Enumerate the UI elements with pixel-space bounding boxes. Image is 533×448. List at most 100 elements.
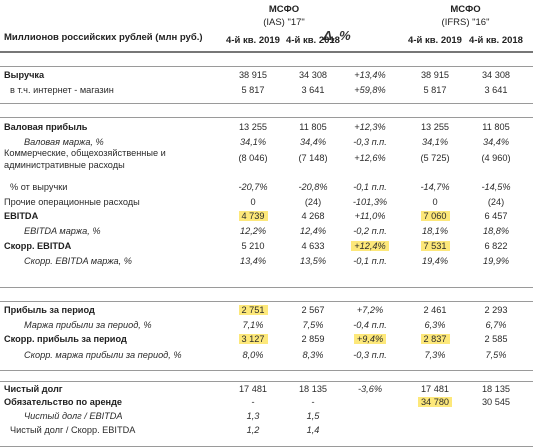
cell-ifrs-2018: 6,7% bbox=[466, 320, 526, 331]
cell-value: (7 148) bbox=[298, 153, 328, 163]
cell-value: -0,1 п.п. bbox=[353, 182, 387, 192]
cell-value: 4 739 bbox=[238, 211, 268, 221]
row-label: Валовая маржа, % bbox=[24, 137, 104, 147]
row-label: EBITDA маржа, % bbox=[24, 226, 101, 236]
cell-ifrs-2018: -14,5% bbox=[466, 182, 526, 193]
cell-value: 19,9% bbox=[482, 256, 510, 266]
cell-ifrs-2018: 6 457 bbox=[466, 211, 526, 222]
cell-ifrs-2019: 5 817 bbox=[405, 85, 465, 96]
cell-ias-2018: - bbox=[282, 397, 344, 408]
cell-ifrs-2019: 19,4% bbox=[405, 256, 465, 267]
cell-value: 34,1% bbox=[421, 137, 449, 147]
cell-value: 3 127 bbox=[238, 334, 268, 344]
row-label: Скорр. EBITDA маржа, % bbox=[24, 256, 132, 266]
cell-change: +12,6% bbox=[343, 153, 397, 164]
cell-ias-2019: 2 751 bbox=[225, 305, 281, 316]
ias-group-title: МСФО bbox=[268, 4, 300, 15]
cell-ifrs-2019: 17 481 bbox=[405, 384, 465, 395]
row-label: Валовая прибыль bbox=[4, 122, 88, 132]
cell-ias-2018: 4 633 bbox=[282, 241, 344, 252]
cell-value: 1,4 bbox=[306, 425, 320, 435]
rule bbox=[0, 446, 533, 447]
row-label: в т.ч. интернет - магазин bbox=[10, 85, 114, 95]
change-header: Δ, % bbox=[323, 28, 351, 43]
row-label: Скорр. маржа прибыли за период, % bbox=[24, 350, 182, 360]
row-label: Чистый долг bbox=[4, 384, 63, 394]
cell-value: 12,4% bbox=[299, 226, 327, 236]
cell-value: 0 bbox=[250, 197, 256, 207]
cell-ifrs-2018: 30 545 bbox=[466, 397, 526, 408]
cell-value: (24) bbox=[304, 197, 322, 207]
cell-value: 7 531 bbox=[420, 241, 450, 251]
cell-ias-2019: 7,1% bbox=[225, 320, 281, 331]
cell-value: 7 060 bbox=[420, 211, 450, 221]
row-label: Коммерческие, общехозяйственные и админи… bbox=[4, 148, 166, 170]
cell-ifrs-2018: (4 960) bbox=[466, 153, 526, 164]
row-label: Выручка bbox=[4, 70, 45, 80]
cell-ias-2018: -20,8% bbox=[282, 182, 344, 193]
cell-value: 34 308 bbox=[481, 70, 511, 80]
cell-ias-2019: 34,1% bbox=[225, 137, 281, 148]
cell-value: 18,8% bbox=[482, 226, 510, 236]
cell-ias-2019: -20,7% bbox=[225, 182, 281, 193]
cell-value: 1,2 bbox=[246, 425, 260, 435]
cell-value: 34 780 bbox=[417, 397, 453, 407]
cell-value: -0,2 п.п. bbox=[353, 226, 387, 236]
cell-value: 11 805 bbox=[482, 122, 510, 132]
cell-value: +9,4% bbox=[353, 334, 387, 344]
rule bbox=[0, 103, 533, 104]
cell-ias-2018: 13,5% bbox=[282, 256, 344, 267]
cell-value: 5 210 bbox=[241, 241, 265, 251]
cell-ias-2018: 3 641 bbox=[282, 85, 344, 96]
cell-ias-2018: 12,4% bbox=[282, 226, 344, 237]
cell-ifrs-2019: 2 837 bbox=[405, 334, 465, 345]
cell-change: -0,3 п.п. bbox=[343, 350, 397, 361]
cell-value: 7,5% bbox=[302, 320, 324, 330]
row-label: % от выручки bbox=[10, 182, 68, 192]
cell-change: +12,4% bbox=[343, 241, 397, 252]
cell-change: +9,4% bbox=[343, 334, 397, 345]
cell-value: +7,2% bbox=[356, 305, 384, 315]
cell-value: 30 545 bbox=[481, 397, 511, 407]
cell-value: 34 308 bbox=[298, 70, 328, 80]
cell-ifrs-2019: 2 461 bbox=[405, 305, 465, 316]
cell-value: 8,0% bbox=[242, 350, 264, 360]
cell-value: -14,5% bbox=[481, 182, 511, 192]
cell-ias-2018: 8,3% bbox=[282, 350, 344, 361]
cell-ias-2019: 13,4% bbox=[225, 256, 281, 267]
cell-ias-2018: 1,4 bbox=[282, 425, 344, 436]
row-label: Чистый долг / Скорр. EBITDA bbox=[10, 425, 136, 435]
cell-value: 8,3% bbox=[302, 350, 324, 360]
cell-ifrs-2018: 18,8% bbox=[466, 226, 526, 237]
cell-ifrs-2018: 19,9% bbox=[466, 256, 526, 267]
cell-value: 1,3 bbox=[246, 411, 260, 421]
cell-value: 4 633 bbox=[301, 241, 325, 251]
cell-ifrs-2019: 7 531 bbox=[405, 241, 465, 252]
cell-value: -20,7% bbox=[238, 182, 268, 192]
cell-ias-2018: 11 805 bbox=[282, 122, 344, 133]
cell-ias-2019: 3 127 bbox=[225, 334, 281, 345]
empty-dash: - bbox=[251, 397, 255, 407]
cell-ifrs-2018: 2 293 bbox=[466, 305, 526, 316]
cell-change: +13,4% bbox=[343, 70, 397, 81]
cell-value: -0,3 п.п. bbox=[353, 350, 387, 360]
cell-value: 2 293 bbox=[484, 305, 508, 315]
cell-ias-2019: 38 915 bbox=[225, 70, 281, 81]
cell-value: +59,8% bbox=[354, 85, 386, 95]
cell-ias-2018: 7,5% bbox=[282, 320, 344, 331]
cell-value: 13 255 bbox=[238, 122, 268, 132]
cell-value: -14,7% bbox=[420, 182, 450, 192]
cell-value: (8 046) bbox=[238, 153, 268, 163]
cell-value: 18 135 bbox=[298, 384, 328, 394]
cell-value: 7,3% bbox=[424, 350, 446, 360]
cell-value: 2 585 bbox=[484, 334, 508, 344]
cell-value: (5 725) bbox=[420, 153, 450, 163]
cell-change: -0,4 п.п. bbox=[343, 320, 397, 331]
empty-dash: - bbox=[311, 397, 315, 407]
cell-ias-2019: 4 739 bbox=[225, 211, 281, 222]
cell-value: 34,4% bbox=[482, 137, 510, 147]
rule bbox=[0, 381, 533, 382]
cell-value: +12,3% bbox=[354, 122, 386, 132]
cell-value: 13 255 bbox=[420, 122, 450, 132]
unit-label: Миллионов российских рублей (млн руб.) bbox=[4, 32, 203, 43]
